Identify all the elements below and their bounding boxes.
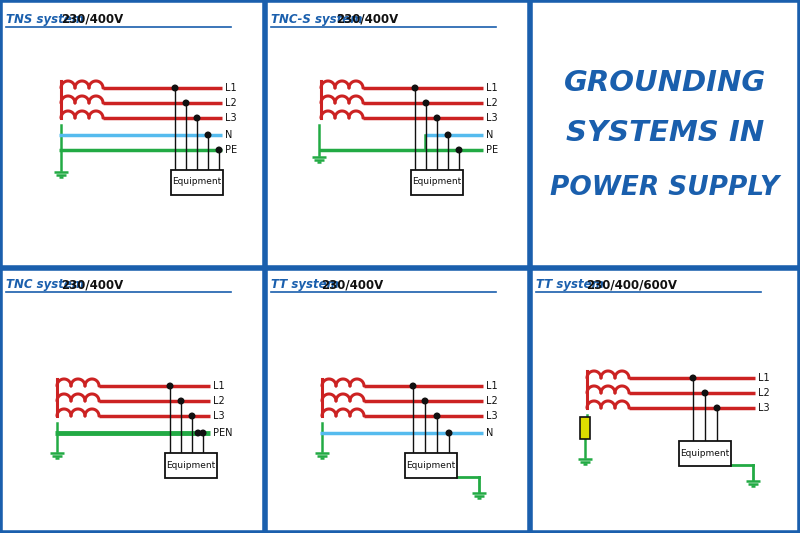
Text: TNC system: TNC system: [6, 278, 84, 291]
Text: PE: PE: [225, 145, 237, 155]
Circle shape: [410, 383, 416, 389]
Text: N: N: [486, 130, 494, 140]
Text: L1: L1: [213, 381, 225, 391]
Text: L1: L1: [486, 83, 498, 93]
Text: L3: L3: [486, 113, 498, 123]
Bar: [411, 169, 463, 195]
Circle shape: [195, 430, 201, 436]
Text: GROUNDING: GROUNDING: [564, 69, 766, 97]
Bar: [165, 453, 217, 478]
Text: L3: L3: [225, 113, 237, 123]
Text: 230/400/600V: 230/400/600V: [586, 278, 677, 291]
Text: TT system: TT system: [271, 278, 339, 291]
Text: L1: L1: [486, 381, 498, 391]
Text: SYSTEMS IN: SYSTEMS IN: [566, 119, 764, 147]
Text: PEN: PEN: [213, 428, 233, 438]
Bar: [171, 169, 223, 195]
Text: Equipment: Equipment: [166, 461, 216, 470]
Text: TT system: TT system: [536, 278, 604, 291]
Text: L2: L2: [213, 396, 225, 406]
Text: Equipment: Equipment: [680, 448, 730, 457]
Text: PE: PE: [486, 145, 498, 155]
Circle shape: [702, 390, 708, 396]
Text: N: N: [486, 428, 494, 438]
Circle shape: [714, 405, 720, 411]
Circle shape: [690, 375, 696, 381]
Bar: [580, 417, 590, 439]
Circle shape: [189, 413, 195, 419]
Circle shape: [183, 100, 189, 106]
Text: 230/400V: 230/400V: [61, 13, 123, 26]
Circle shape: [194, 115, 200, 121]
Circle shape: [423, 100, 429, 106]
Text: 230/400V: 230/400V: [321, 278, 383, 291]
Circle shape: [172, 85, 178, 91]
Circle shape: [446, 430, 452, 436]
Text: L3: L3: [758, 403, 770, 413]
Circle shape: [412, 85, 418, 91]
Circle shape: [167, 383, 173, 389]
Bar: [679, 440, 731, 465]
Text: N: N: [225, 130, 232, 140]
Circle shape: [445, 132, 451, 138]
Circle shape: [178, 398, 184, 404]
Text: L2: L2: [225, 98, 237, 108]
Text: Equipment: Equipment: [406, 461, 456, 470]
Circle shape: [434, 413, 440, 419]
Circle shape: [205, 132, 211, 138]
Circle shape: [434, 115, 440, 121]
Text: TNC-S system: TNC-S system: [271, 13, 362, 26]
Text: L1: L1: [758, 373, 770, 383]
Circle shape: [200, 430, 206, 436]
Text: Equipment: Equipment: [412, 177, 462, 187]
Bar: [405, 453, 457, 478]
Text: L2: L2: [486, 98, 498, 108]
Circle shape: [216, 147, 222, 153]
Circle shape: [456, 147, 462, 153]
Text: L1: L1: [225, 83, 237, 93]
Text: POWER SUPPLY: POWER SUPPLY: [550, 175, 779, 201]
Text: L2: L2: [758, 388, 770, 398]
Text: 230/400V: 230/400V: [337, 13, 399, 26]
Text: L2: L2: [486, 396, 498, 406]
Circle shape: [422, 398, 428, 404]
Text: L3: L3: [213, 411, 225, 421]
Text: 230/400V: 230/400V: [61, 278, 123, 291]
Text: TNS system: TNS system: [6, 13, 84, 26]
Text: L3: L3: [486, 411, 498, 421]
Text: Equipment: Equipment: [172, 177, 222, 187]
